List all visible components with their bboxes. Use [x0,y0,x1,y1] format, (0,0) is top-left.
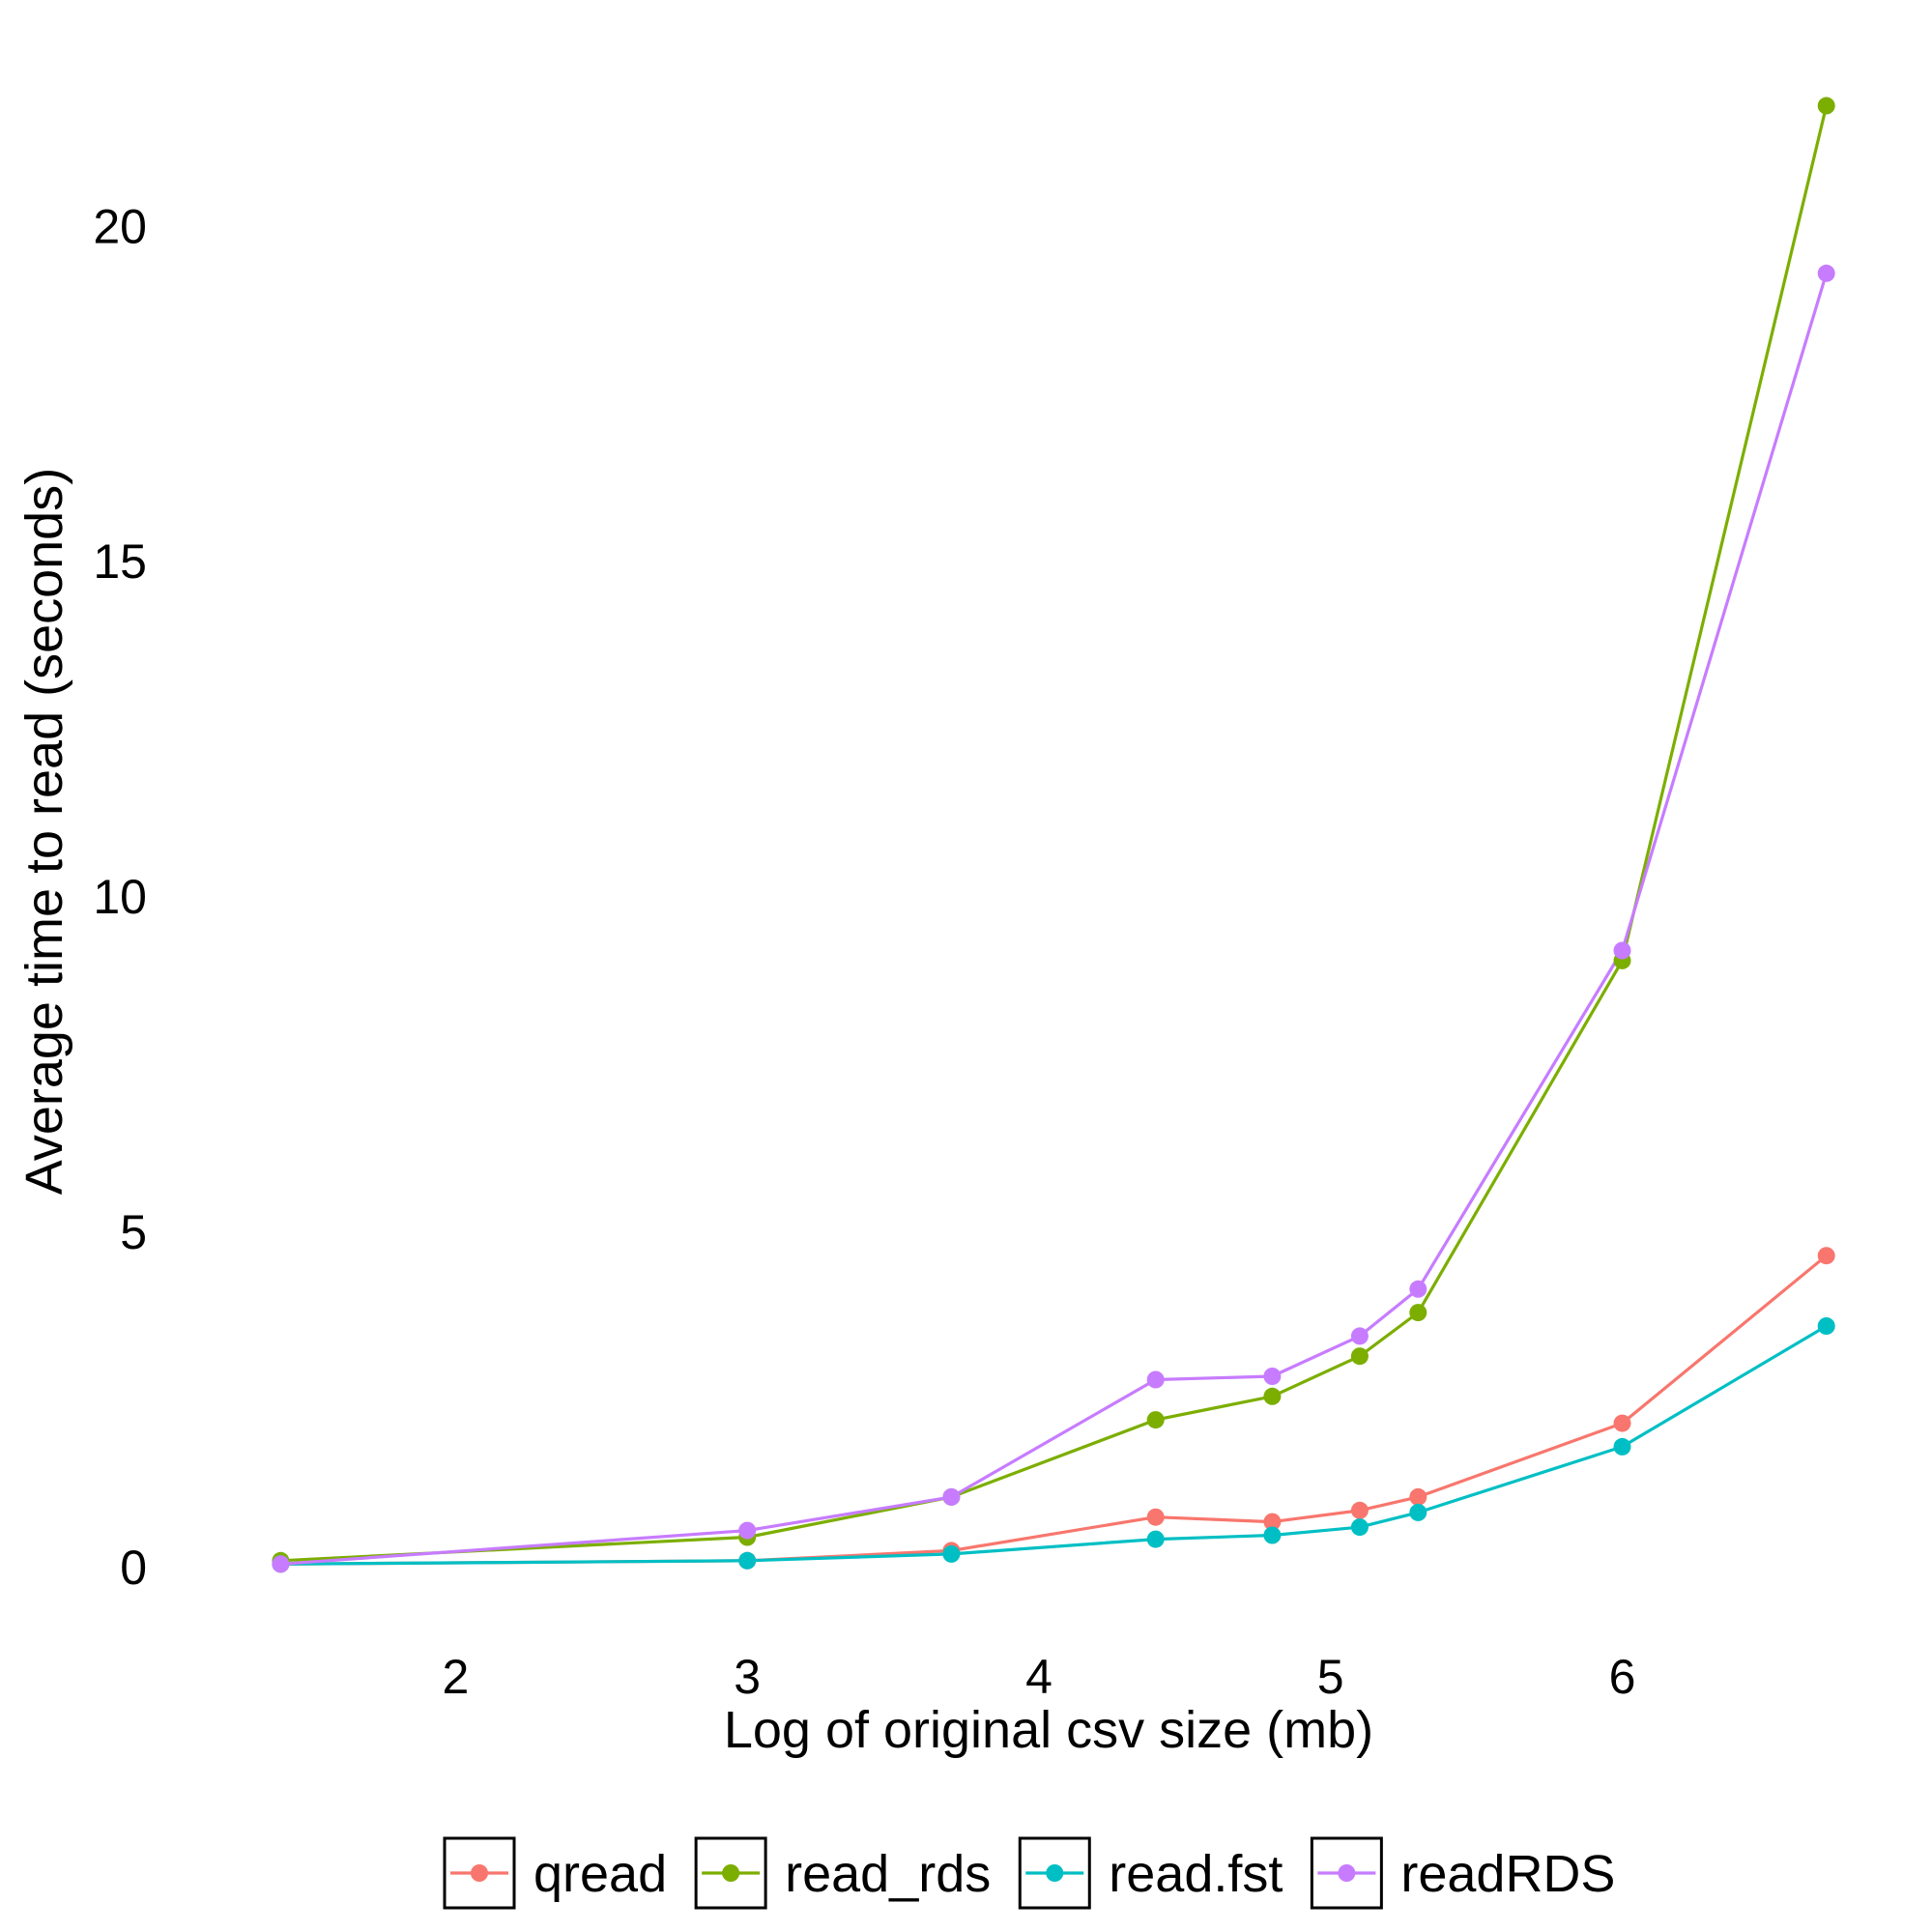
data-point-read-fst-3 [1146,1530,1165,1548]
y-axis-title: Average time to read (seconds) [15,468,73,1195]
x-tick-label: 4 [1025,1650,1053,1704]
y-axis-ticks: 0 5 10 15 20 [93,199,147,1595]
legend-label: read_rds [785,1845,991,1903]
series-line-readrds [280,273,1829,1566]
x-axis-title: Log of original csv size (mb) [724,1701,1373,1759]
data-point-qread-7 [1613,1414,1631,1432]
data-point-readrds-7 [1613,941,1631,960]
legend-label: readRDS [1400,1845,1615,1903]
data-point-read-fst-1 [738,1551,757,1570]
x-tick-label: 2 [442,1650,469,1704]
data-point-qread-6 [1409,1487,1427,1506]
data-point-readrds-6 [1409,1280,1427,1298]
data-point-read-fst-8 [1817,1317,1835,1335]
data-point-qread-4 [1263,1513,1282,1531]
data-point-readrds-5 [1350,1327,1369,1345]
data-point-read-fst-2 [942,1544,961,1563]
series-line-qread [280,1254,1828,1566]
data-point-readrds-4 [1263,1368,1282,1385]
data-point-readrds-2 [942,1487,961,1506]
legend-item-read-fst: read.fst [1018,1836,1283,1910]
data-point-readrds-0 [272,1555,290,1573]
legend-key-point [471,1864,488,1882]
legend: qread read_rds read.fst readRDS [443,1836,1615,1910]
legend-item-qread: qread [443,1836,667,1910]
series-line-read-rds [280,105,1829,1563]
x-tick-label: 3 [734,1650,761,1704]
x-tick-label: 6 [1609,1650,1636,1704]
series-points [272,97,1835,1573]
data-point-qread-5 [1350,1501,1369,1519]
series-lines [280,105,1829,1566]
series-line-read-fst [280,1324,1828,1566]
y-tick-label: 5 [120,1205,147,1259]
data-point-read-rds-5 [1350,1347,1369,1366]
y-tick-label: 10 [93,870,147,924]
legend-label: read.fst [1109,1845,1283,1903]
data-point-read-fst-7 [1613,1437,1631,1456]
legend-item-readrds: readRDS [1310,1836,1615,1910]
y-tick-label: 20 [93,199,147,253]
legend-key-point [1046,1864,1064,1882]
legend-key-point [722,1864,740,1882]
legend-key-point [1338,1864,1356,1882]
data-point-qread-3 [1146,1508,1165,1526]
data-point-readrds-8 [1817,264,1835,282]
data-point-read-rds-6 [1409,1304,1427,1322]
data-point-readrds-1 [738,1521,757,1540]
legend-label: qread [533,1845,667,1903]
data-point-read-rds-8 [1817,97,1835,115]
data-point-read-fst-6 [1409,1503,1427,1521]
data-point-qread-8 [1817,1247,1835,1265]
data-point-read-rds-3 [1146,1411,1165,1429]
data-point-read-fst-4 [1263,1526,1282,1544]
x-tick-label: 5 [1317,1650,1344,1704]
y-tick-label: 15 [93,534,147,589]
data-point-read-fst-5 [1350,1518,1369,1537]
data-point-readrds-3 [1146,1370,1165,1389]
y-tick-label: 0 [120,1541,147,1595]
x-axis-ticks: 2 3 4 5 6 [442,1650,1635,1704]
data-point-read-rds-4 [1263,1387,1282,1405]
legend-item-read-rds: read_rds [694,1836,991,1910]
